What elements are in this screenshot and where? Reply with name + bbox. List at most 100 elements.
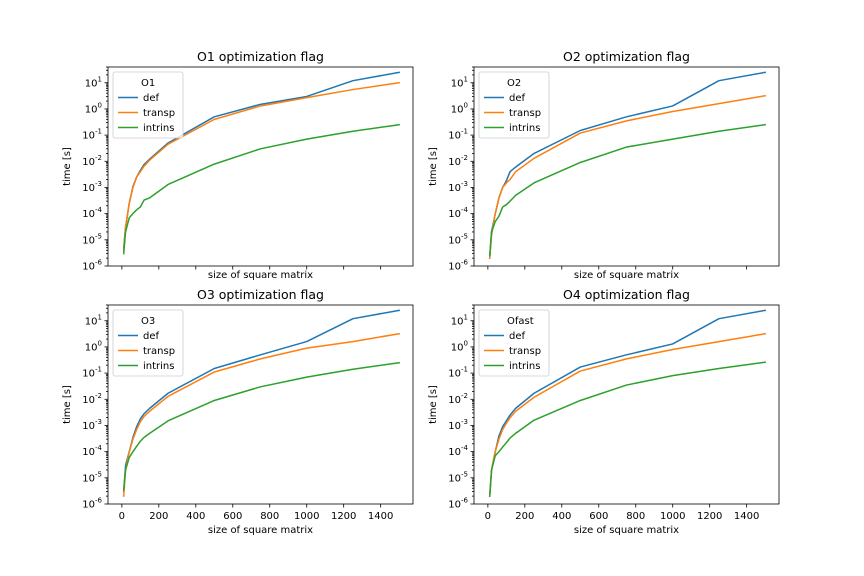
y-axis-label: time [s]	[62, 147, 73, 186]
legend-label-intrins: intrins	[143, 123, 174, 134]
x-tick-label: 1400	[368, 511, 393, 522]
legend-title: O1	[141, 78, 155, 89]
subplot-3: O3 optimization flag 10-6 10-5 10-4 10-3 10-2…	[62, 287, 414, 536]
x-tick-label: 1200	[331, 511, 356, 522]
y-tick-label: 10-2	[448, 154, 468, 168]
series-line-transp	[488, 332, 767, 497]
y-tick-label: 10-6	[82, 497, 102, 511]
legend-label-transp: transp	[509, 108, 541, 119]
series-line-transp	[122, 81, 400, 252]
y-tick-label: 10-4	[82, 444, 102, 458]
legend-box	[112, 71, 184, 139]
legend-label-transp: transp	[143, 346, 175, 357]
x-tick-label: 1000	[660, 511, 685, 522]
legend-title: O2	[507, 78, 521, 89]
x-axis-label: size of square matrix	[208, 270, 313, 281]
legend-box	[112, 309, 184, 377]
y-axis-label: time [s]	[62, 385, 73, 424]
axes-frame	[107, 66, 414, 267]
x-tick-label: 400	[552, 511, 571, 522]
legend: Ofast def transp intrins	[478, 309, 550, 377]
legend: O2 def transp intrins	[478, 71, 550, 139]
series-line-intrins	[122, 123, 400, 255]
legend-label-def: def	[143, 93, 160, 104]
y-tick-label: 100	[85, 339, 102, 353]
y-tick-label: 10-3	[448, 180, 468, 194]
axes-frame	[107, 304, 414, 505]
y-tick-label: 101	[85, 313, 102, 327]
x-tick-label: 600	[223, 511, 242, 522]
y-ticks: 10-6 10-5 10-4 10-3 10-2 10-1 100 101	[82, 304, 108, 511]
subplot-title: O3 optimization flag	[197, 287, 324, 302]
legend: O1 def transp intrins	[112, 71, 184, 139]
y-tick-label: 10-1	[448, 366, 468, 380]
y-ticks: 10-6 10-5 10-4 10-3 10-2 10-1 100 101	[448, 66, 474, 273]
y-tick-label: 101	[451, 313, 468, 327]
x-tick-label: 200	[515, 511, 534, 522]
legend: O3 def transp intrins	[112, 309, 184, 377]
x-tick-label: 1400	[734, 511, 759, 522]
x-tick-label: 200	[149, 511, 168, 522]
axes-frame	[473, 66, 780, 267]
y-tick-label: 101	[451, 75, 468, 89]
y-ticks: 10-6 10-5 10-4 10-3 10-2 10-1 100 101	[82, 66, 108, 273]
series-line-intrins	[488, 361, 766, 497]
y-tick-label: 10-1	[82, 128, 102, 142]
y-tick-label: 10-4	[82, 206, 102, 220]
y-tick-label: 10-1	[448, 128, 468, 142]
y-tick-label: 10-3	[82, 418, 102, 432]
legend-label-def: def	[509, 331, 526, 342]
x-tick-label: 800	[626, 511, 645, 522]
x-axis-label: size of square matrix	[208, 525, 313, 536]
y-tick-label: 10-3	[82, 180, 102, 194]
legend-title: O3	[141, 316, 155, 327]
y-tick-label: 10-3	[448, 418, 468, 432]
x-ticks: 0 200 400 600 800 1000 1200 1400	[485, 504, 759, 522]
x-ticks	[487, 266, 748, 270]
subplot-4: O4 optimization flag 10-6 10-5 10-4 10-3 10-2…	[428, 287, 780, 536]
legend-label-transp: transp	[509, 346, 541, 357]
series-line-transp	[488, 94, 767, 259]
x-axis-label: size of square matrix	[574, 525, 679, 536]
x-tick-label: 0	[119, 511, 125, 522]
legend-label-def: def	[143, 331, 160, 342]
y-tick-label: 10-6	[448, 497, 468, 511]
y-tick-label: 100	[85, 101, 102, 115]
legend-label-transp: transp	[143, 108, 175, 119]
y-axis-label: time [s]	[428, 147, 439, 186]
series-line-transp	[122, 332, 401, 497]
x-axis-label: size of square matrix	[574, 270, 679, 281]
legend-box	[478, 309, 550, 377]
y-tick-label: 10-5	[82, 470, 102, 484]
legend-label-def: def	[509, 93, 526, 104]
subplot-1: O1 optimization flag 10-6 10-5 10-4 10-3 10-2…	[62, 49, 414, 281]
y-tick-label: 10-4	[448, 444, 468, 458]
x-tick-label: 0	[485, 511, 491, 522]
y-tick-label: 10-5	[82, 232, 102, 246]
subplot-2: O2 optimization flag 10-6 10-5 10-4 10-3 10-2…	[428, 49, 780, 281]
y-tick-label: 10-5	[448, 232, 468, 246]
series-line-intrins	[488, 123, 766, 257]
x-tick-label: 400	[186, 511, 205, 522]
subplot-title: O4 optimization flag	[563, 287, 690, 302]
y-ticks: 10-6 10-5 10-4 10-3 10-2 10-1 100 101	[448, 304, 474, 511]
y-axis-label: time [s]	[428, 385, 439, 424]
y-tick-label: 10-6	[448, 259, 468, 273]
legend-label-intrins: intrins	[509, 123, 540, 134]
x-tick-label: 600	[589, 511, 608, 522]
x-ticks: 0 200 400 600 800 1000 1200 1400	[119, 504, 393, 522]
y-tick-label: 10-2	[82, 154, 102, 168]
x-tick-label: 1200	[697, 511, 722, 522]
y-tick-label: 10-1	[82, 366, 102, 380]
y-tick-label: 10-4	[448, 206, 468, 220]
legend-label-intrins: intrins	[143, 361, 174, 372]
subplot-title: O1 optimization flag	[197, 49, 324, 64]
y-tick-label: 10-6	[82, 259, 102, 273]
legend-title: Ofast	[507, 316, 534, 327]
y-tick-label: 100	[451, 339, 468, 353]
x-tick-label: 1000	[294, 511, 319, 522]
x-ticks	[121, 266, 382, 270]
y-tick-label: 100	[451, 101, 468, 115]
series-line-intrins	[122, 361, 400, 491]
